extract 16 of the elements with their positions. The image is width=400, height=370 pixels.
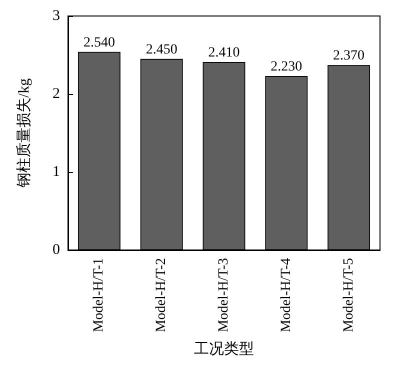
y-tick-label: 1: [52, 164, 60, 180]
data-label: 2.450: [146, 42, 178, 58]
x-tick-label: Model-H/T-1: [92, 258, 107, 332]
data-label: 2.540: [83, 35, 115, 50]
x-tick-label: Model-H/T-3: [216, 258, 232, 332]
x-axis-title: 工况类型: [194, 340, 254, 358]
y-axis-title: 钢柱质量损失/kg: [16, 78, 32, 189]
data-label: 2.410: [208, 46, 240, 61]
x-tick-label: Model-H/T-4: [278, 258, 294, 332]
x-tick-label: Model-H/T-5: [341, 258, 356, 332]
x-tick-label: Model-H/T-2: [154, 258, 170, 332]
y-tick-label: 2: [52, 86, 60, 102]
data-label: 2.230: [270, 60, 302, 75]
data-label: 2.370: [333, 48, 365, 64]
y-tick-label: 3: [52, 8, 60, 24]
y-tick-label: 0: [52, 242, 60, 258]
